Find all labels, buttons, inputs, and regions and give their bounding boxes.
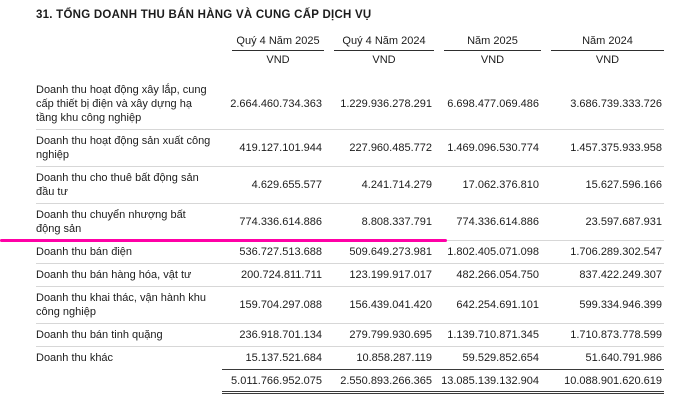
cell-value: 59.529.852.654 bbox=[462, 352, 539, 364]
cell-value: 1.139.710.871.345 bbox=[434, 323, 541, 347]
table-row: Doanh thu bán tinh quặng 236.918.701.134… bbox=[36, 323, 664, 347]
row-label: Doanh thu hoạt động xây lắp, cung cấp th… bbox=[36, 79, 222, 130]
cell-value: 1.457.375.933.958 bbox=[541, 129, 664, 167]
unit-label: VND bbox=[266, 54, 290, 66]
cell-value: 1.469.096.530.774 bbox=[434, 129, 541, 167]
table-row: Doanh thu hoạt động xây lắp, cung cấp th… bbox=[36, 79, 664, 130]
unit-header-empty bbox=[36, 51, 222, 79]
cell-value: 236.918.701.134 bbox=[222, 323, 324, 347]
cell-value: 15.627.596.166 bbox=[541, 166, 664, 204]
col-header-q4-2024: Quý 4 Năm 2024 bbox=[324, 34, 434, 51]
col-header-year-2024: Năm 2024 bbox=[541, 34, 664, 51]
unit-label: VND bbox=[372, 54, 396, 66]
col-header-q4-2025: Quý 4 Năm 2025 bbox=[222, 34, 324, 51]
cell-value: 509.649.273.981 bbox=[324, 240, 434, 264]
cell-value: 10.858.287.119 bbox=[356, 352, 432, 364]
row-label: Doanh thu bán hàng hóa, vật tư bbox=[36, 263, 222, 287]
row-label: Doanh thu bán điện bbox=[36, 240, 222, 264]
cell-value: 156.439.041.420 bbox=[324, 286, 434, 324]
cell-value: 227.960.485.772 bbox=[324, 129, 434, 167]
cell-value: 536.727.513.688 bbox=[222, 240, 324, 264]
table-row: Doanh thu hoạt động sản xuất công nghiệp… bbox=[36, 129, 664, 167]
row-label: Doanh thu cho thuê bất động sản đầu tư bbox=[36, 166, 222, 204]
total-row-label-spacer bbox=[36, 370, 222, 393]
cell-value: 1.802.405.071.098 bbox=[434, 240, 541, 264]
table-row: Doanh thu bán hàng hóa, vật tư 200.724.8… bbox=[36, 263, 664, 287]
cell-value: 15.137.521.684 bbox=[245, 352, 322, 364]
total-value: 5.011.766.952.075 bbox=[222, 369, 324, 394]
unit-header-row: VND VND VND VND bbox=[36, 51, 664, 79]
table-row: Doanh thu khác 15.137.521.684 10.858.287… bbox=[36, 347, 664, 370]
col-header-year-2025: Năm 2025 bbox=[434, 34, 541, 51]
total-value: 10.088.901.620.619 bbox=[541, 369, 664, 394]
cell-value: 419.127.101.944 bbox=[222, 129, 324, 167]
cell-value: 4.241.714.279 bbox=[324, 166, 434, 204]
row-label: Doanh thu khác bbox=[36, 352, 114, 365]
cell-value: 4.629.655.577 bbox=[222, 166, 324, 204]
table-row-highlighted: Doanh thu chuyển nhượng bất động sản 774… bbox=[36, 203, 664, 241]
section-title: 31. TỔNG DOANH THU BÁN HÀNG VÀ CUNG CẤP … bbox=[36, 9, 372, 21]
row-label: Doanh thu hoạt động sản xuất công nghiệp bbox=[36, 129, 222, 167]
cell-value: 1.706.289.302.547 bbox=[541, 240, 664, 264]
cell-value: 837.422.249.307 bbox=[541, 263, 664, 287]
cell-value: 2.664.460.734.363 bbox=[222, 79, 324, 130]
row-label: Doanh thu bán tinh quặng bbox=[36, 323, 222, 347]
table-row: Doanh thu khai thác, vận hành khu công n… bbox=[36, 286, 664, 324]
cell-value: 3.686.739.333.726 bbox=[541, 79, 664, 130]
cell-value: 200.724.811.711 bbox=[222, 263, 324, 287]
cell-value: 23.597.687.931 bbox=[541, 203, 664, 241]
cell-value: 1.229.936.278.291 bbox=[324, 79, 434, 130]
table-row: Doanh thu bán điện 536.727.513.688 509.6… bbox=[36, 240, 664, 264]
row-label: Doanh thu khai thác, vận hành khu công n… bbox=[36, 286, 222, 324]
cell-value: 774.336.614.886 bbox=[434, 203, 541, 241]
cell-value: 642.254.691.101 bbox=[434, 286, 541, 324]
cell-value: 159.704.297.088 bbox=[222, 286, 324, 324]
revenue-table: Quý 4 Năm 2025 Quý 4 Năm 2024 Năm 2025 N… bbox=[36, 34, 664, 394]
cell-value: 51.640.791.986 bbox=[585, 352, 662, 364]
cell-value: 123.199.917.017 bbox=[324, 263, 434, 287]
cell-value: 482.266.054.750 bbox=[434, 263, 541, 287]
cell-value: 279.799.930.695 bbox=[324, 323, 434, 347]
table-row: Doanh thu cho thuê bất động sản đầu tư 4… bbox=[36, 166, 664, 204]
total-value: 2.550.893.266.365 bbox=[324, 369, 434, 394]
cell-value: 1.710.873.778.599 bbox=[541, 323, 664, 347]
column-header-row: Quý 4 Năm 2025 Quý 4 Năm 2024 Năm 2025 N… bbox=[36, 34, 664, 51]
total-row: 5.011.766.952.075 2.550.893.266.365 13.0… bbox=[36, 369, 664, 394]
cell-value: 17.062.376.810 bbox=[434, 166, 541, 204]
unit-label: VND bbox=[480, 54, 505, 66]
label-column-header-empty bbox=[36, 34, 222, 51]
cell-value: 6.698.477.069.486 bbox=[434, 79, 541, 130]
unit-label: VND bbox=[595, 54, 620, 66]
cell-value: 599.334.946.399 bbox=[541, 286, 664, 324]
row-label: Doanh thu chuyển nhượng bất động sản bbox=[36, 203, 222, 241]
total-value: 13.085.139.132.904 bbox=[434, 369, 541, 394]
cell-value: 774.336.614.886 bbox=[222, 203, 324, 241]
cell-value: 8.808.337.791 bbox=[324, 203, 434, 241]
